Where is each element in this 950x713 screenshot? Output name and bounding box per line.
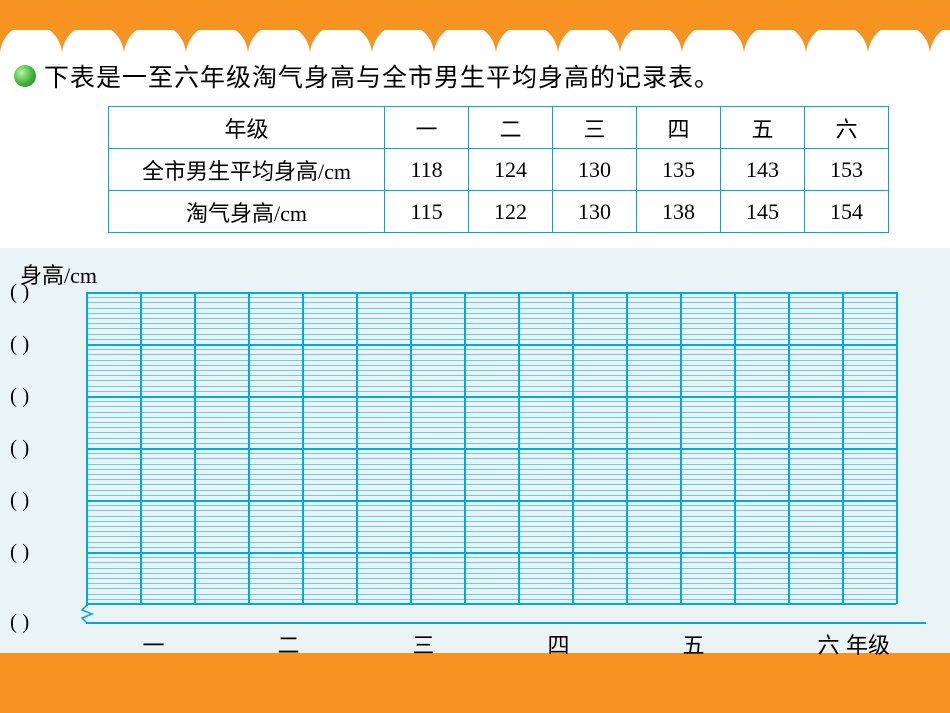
y-tick-blank: ( ) [10,332,84,357]
data-cell: 145 [721,191,805,233]
y-tick-blank: ( ) [10,384,84,409]
y-tick-blank: ( ) [10,488,84,513]
y-tick-blank: ( ) [10,610,84,635]
scallop-border [0,30,950,60]
data-cell: 124 [469,149,553,191]
x-tick-label: 五 [682,628,704,660]
x-axis-line [86,622,926,624]
table-row: 全市男生平均身高/cm 118 124 130 135 143 153 [109,149,889,191]
table-row: 淘气身高/cm 115 122 130 138 145 154 [109,191,889,233]
data-cell: 143 [721,149,805,191]
x-tick-label: 六 [817,628,839,660]
x-tick-label: 一 [142,628,164,660]
content-area: 下表是一至六年级淘气身高与全市男生平均身高的记录表。 年级 一 二 三 四 五 … [0,58,950,233]
grade-cell: 二 [469,107,553,149]
grade-cell: 五 [721,107,805,149]
y-tick-blank: ( ) [10,280,84,305]
data-cell: 115 [385,191,469,233]
data-cell: 135 [637,149,721,191]
blank-chart: 身高/cm ( )( )( )( )( )( )( ) 一二三四五六 年级 [0,248,950,653]
data-cell: 130 [553,149,637,191]
prompt-row: 下表是一至六年级淘气身高与全市男生平均身高的记录表。 [0,58,950,94]
height-table: 年级 一 二 三 四 五 六 全市男生平均身高/cm 118 124 130 1… [108,106,889,233]
data-cell: 122 [469,191,553,233]
grade-cell: 六 [805,107,889,149]
grade-cell: 四 [637,107,721,149]
x-tick-label: 四 [547,628,569,660]
row-label: 淘气身高/cm [109,191,385,233]
y-tick-blank: ( ) [10,436,84,461]
row-label: 全市男生平均身高/cm [109,149,385,191]
data-cell: 154 [805,191,889,233]
x-tick-label: 二 [277,628,299,660]
data-cell: 138 [637,191,721,233]
x-tick-label: 三 [412,628,434,660]
data-cell: 130 [553,191,637,233]
grade-cell: 一 [385,107,469,149]
header-grade: 年级 [109,107,385,149]
bottom-orange-bar [0,653,950,713]
prompt-text: 下表是一至六年级淘气身高与全市男生平均身高的记录表。 [44,58,720,94]
data-cell: 118 [385,149,469,191]
y-tick-blank: ( ) [10,540,84,565]
grade-cell: 三 [553,107,637,149]
bullet-icon [14,65,36,87]
data-cell: 153 [805,149,889,191]
x-axis-title: 年级 [846,628,890,660]
grid-area [86,292,896,601]
table-row: 年级 一 二 三 四 五 六 [109,107,889,149]
